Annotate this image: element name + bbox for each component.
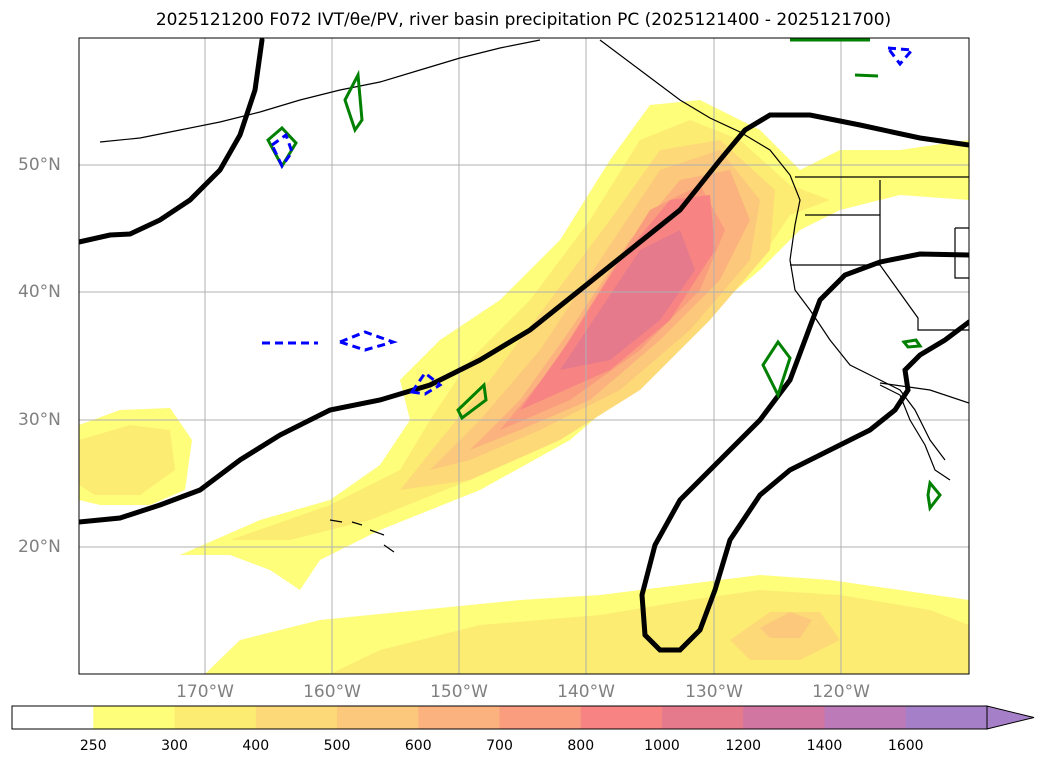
border-east bbox=[954, 227, 969, 279]
colorbar-extend-arrow bbox=[986, 705, 1035, 730]
colorbar-cell bbox=[418, 706, 500, 729]
ivt-south-band-500 bbox=[760, 612, 812, 638]
lon-label-130w: 130°W bbox=[685, 682, 743, 702]
neg-contour-d bbox=[409, 370, 443, 396]
theta-e-contours bbox=[266, 38, 942, 512]
theta-contour-a bbox=[266, 125, 298, 170]
colorbar-tick-label: 300 bbox=[161, 738, 188, 754]
theta-contour-c bbox=[456, 381, 488, 421]
colorbar-cell bbox=[662, 706, 744, 729]
coastline-north-america bbox=[599, 39, 946, 461]
coastline-hawaii bbox=[329, 519, 395, 553]
pv-contour-cutoff bbox=[639, 251, 969, 653]
colorbar-cell bbox=[337, 706, 419, 729]
lon-label-170w: 170°W bbox=[176, 682, 234, 702]
map-title: 2025121200 F072 IVT/θe/PV, river basin p… bbox=[155, 10, 892, 30]
lat-label-30n: 30°N bbox=[18, 410, 61, 430]
colorbar-tick-label: 600 bbox=[404, 738, 432, 754]
lon-label-140w: 140°W bbox=[557, 682, 615, 702]
coastlines bbox=[99, 39, 969, 553]
gridlines bbox=[79, 38, 969, 674]
ivt-contour-1000 bbox=[560, 230, 695, 370]
colorbar-tick-label: 800 bbox=[567, 738, 595, 754]
lat-label-40n: 40°N bbox=[18, 282, 61, 302]
colorbar-tick-label: 1600 bbox=[887, 738, 924, 754]
colorbar-cell bbox=[499, 706, 582, 729]
colorbar-cell bbox=[743, 706, 825, 729]
plot-frame bbox=[78, 37, 970, 675]
colorbar-cell bbox=[93, 706, 175, 729]
neg-contour-b bbox=[335, 330, 398, 352]
colorbar-tick-label: 1400 bbox=[806, 738, 843, 754]
colorbar bbox=[11, 705, 1035, 730]
theta-contour-e bbox=[926, 479, 942, 512]
colorbar-tick-label: 500 bbox=[323, 738, 351, 754]
border-mexico bbox=[879, 382, 969, 404]
colorbar-cell bbox=[824, 706, 907, 729]
theta-contour-h bbox=[901, 338, 923, 349]
lat-label-50n: 50°N bbox=[18, 155, 61, 175]
coastline-alaska bbox=[99, 39, 541, 143]
negative-contours bbox=[262, 46, 916, 396]
colorbar-tick-label: 400 bbox=[242, 738, 270, 754]
colorbar-tick-label: 1200 bbox=[725, 738, 762, 754]
theta-contour-b bbox=[343, 69, 364, 134]
coastline-baja bbox=[879, 384, 951, 481]
pv-contour-north bbox=[79, 38, 265, 245]
colorbar-tick-label: 1000 bbox=[644, 738, 680, 754]
ivt-subtropical-bands bbox=[79, 408, 969, 674]
colorbar-cell bbox=[255, 706, 338, 729]
pv-contours bbox=[79, 38, 969, 653]
lat-label-20n: 20°N bbox=[18, 537, 61, 557]
colorbar-cell bbox=[12, 706, 94, 729]
colorbar-frame bbox=[11, 705, 988, 730]
colorbar-tick-label: 250 bbox=[79, 738, 107, 754]
lon-label-150w: 150°W bbox=[430, 682, 488, 702]
theta-contour-d bbox=[761, 339, 792, 399]
pv-contour-main bbox=[79, 112, 969, 525]
lon-label-160w: 160°W bbox=[303, 682, 361, 702]
colorbar-cell bbox=[580, 706, 663, 729]
colorbar-tick-label: 700 bbox=[486, 738, 513, 754]
colorbar-cell bbox=[905, 706, 988, 729]
neg-contour-e bbox=[884, 46, 916, 67]
colorbar-cell bbox=[174, 706, 257, 729]
ivt-west-blob-300 bbox=[79, 425, 175, 495]
border-california bbox=[790, 264, 969, 331]
theta-contour-f bbox=[854, 73, 879, 78]
lon-label-120w: 120°W bbox=[812, 682, 870, 702]
